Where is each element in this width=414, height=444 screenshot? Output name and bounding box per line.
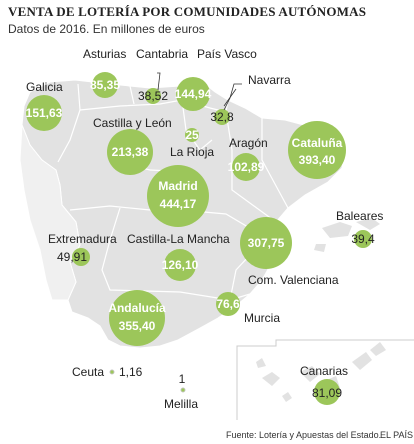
label-extremadura: Extremadura — [48, 232, 117, 246]
bubble-madrid — [147, 165, 209, 227]
label-madrid: Madrid — [158, 179, 197, 193]
value-aragon: 102,89 — [228, 160, 265, 174]
value-asturias: 85,35 — [90, 78, 120, 92]
value-ceuta: 1,16 — [119, 365, 143, 379]
bubble-cataluna — [288, 121, 346, 179]
bubble-la-rioja — [185, 128, 199, 142]
canarias-inset-frame — [236, 339, 414, 420]
bubble-canarias — [314, 379, 340, 405]
label-valenciana: Com. Valenciana — [248, 273, 339, 287]
value-castilla-mancha: 126,10 — [162, 258, 199, 272]
label-canarias: Canarias — [300, 364, 348, 378]
value-la-rioja: 25 — [185, 128, 199, 142]
bubble-extremadura — [72, 248, 90, 266]
label-andalucia: Andalucía — [108, 301, 166, 315]
label-baleares: Baleares — [336, 209, 383, 223]
label-galicia: Galicia — [26, 80, 63, 94]
bubble-galicia — [26, 95, 62, 131]
map-subtitle: Datos de 2016. En millones de euros — [8, 22, 205, 36]
value-melilla: 1 — [179, 372, 186, 386]
bubble-baleares — [354, 230, 372, 248]
source-note: Fuente: Lotería y Apuestas del Estado. — [226, 430, 382, 440]
bubble-aragon — [232, 153, 260, 181]
value-andalucia: 355,40 — [119, 319, 156, 333]
bubble-castilla-mancha — [164, 249, 196, 281]
bubble-navarra — [214, 109, 230, 125]
label-ceuta: Ceuta — [72, 365, 104, 379]
value-valenciana: 307,75 — [248, 236, 285, 250]
label-la-rioja: La Rioja — [170, 145, 214, 159]
label-navarra: Navarra — [248, 73, 291, 87]
bubble-melilla — [181, 388, 185, 392]
map-title: VENTA DE LOTERÍA POR COMUNIDADES AUTÓNOM… — [8, 4, 367, 19]
baleares-islands-shape — [314, 218, 380, 252]
label-cantabria: Cantabria — [136, 47, 188, 61]
label-pais-vasco: País Vasco — [197, 47, 257, 61]
bubble-valenciana — [240, 217, 292, 269]
value-madrid: 444,17 — [160, 197, 197, 211]
value-baleares: 39,4 — [351, 232, 375, 246]
bubble-andalucia — [109, 290, 165, 346]
value-canarias: 81,09 — [312, 386, 342, 400]
value-navarra: 32,8 — [210, 110, 234, 124]
value-pais-vasco: 144,94 — [175, 87, 212, 101]
bubble-ceuta — [110, 370, 114, 374]
value-extremadura: 49,91 — [57, 250, 87, 264]
brand-label: EL PAÍS — [380, 430, 414, 440]
label-castilla-mancha: Castilla-La Mancha — [127, 232, 230, 246]
bubble-castilla-leon — [107, 129, 153, 175]
bubble-murcia — [216, 292, 240, 316]
label-cataluna: Cataluña — [292, 136, 343, 150]
label-asturias: Asturias — [83, 47, 126, 61]
bubble-pais-vasco — [176, 77, 210, 111]
portugal-shape — [19, 124, 81, 301]
bubbles — [26, 72, 372, 405]
label-murcia: Murcia — [244, 311, 280, 325]
value-cantabria: 38,52 — [138, 89, 168, 103]
label-castilla-leon: Castilla y León — [93, 116, 172, 130]
value-galicia: 151,63 — [26, 106, 63, 120]
label-aragon: Aragón — [229, 136, 268, 150]
value-castilla-leon: 213,38 — [112, 145, 149, 159]
bubble-asturias — [92, 72, 118, 98]
bubble-cantabria — [145, 88, 161, 104]
value-cataluna: 393,40 — [299, 153, 336, 167]
value-murcia: 76,6 — [216, 297, 240, 311]
label-melilla: Melilla — [164, 397, 198, 411]
leader-lines — [157, 72, 242, 111]
